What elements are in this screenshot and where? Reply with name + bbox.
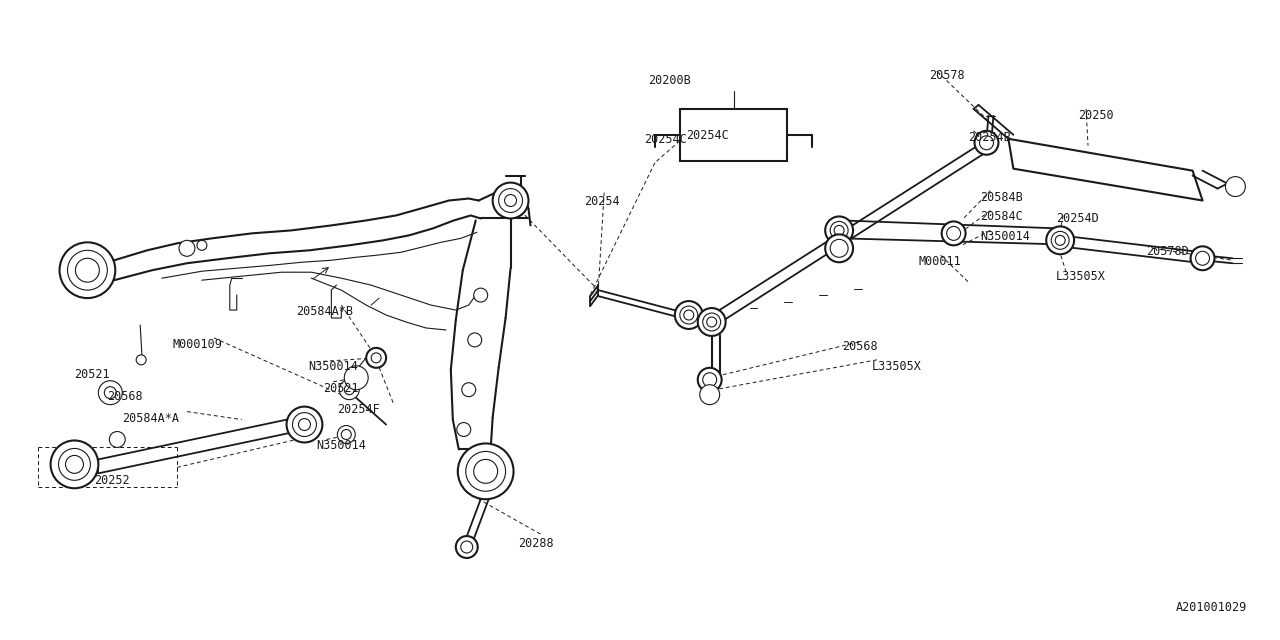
Circle shape — [59, 449, 91, 480]
Circle shape — [338, 426, 356, 444]
Circle shape — [675, 301, 703, 329]
Text: 20584A*B: 20584A*B — [297, 305, 353, 318]
Text: 20252: 20252 — [95, 474, 131, 487]
Circle shape — [703, 372, 717, 387]
Circle shape — [179, 241, 195, 256]
Circle shape — [339, 380, 360, 399]
Circle shape — [51, 440, 99, 488]
Text: 20584A*A: 20584A*A — [123, 412, 179, 424]
Text: M00011: M00011 — [919, 255, 961, 268]
Text: 20254C: 20254C — [686, 129, 728, 142]
Circle shape — [287, 406, 323, 442]
Circle shape — [197, 241, 207, 250]
Circle shape — [109, 431, 125, 447]
Circle shape — [467, 333, 481, 347]
Text: 20254B: 20254B — [969, 131, 1011, 144]
Circle shape — [1055, 236, 1065, 245]
Circle shape — [831, 239, 849, 257]
Text: M000109: M000109 — [172, 338, 221, 351]
Circle shape — [698, 368, 722, 392]
Text: 20254C: 20254C — [644, 133, 687, 146]
Circle shape — [942, 221, 965, 245]
Text: 20584B: 20584B — [980, 191, 1023, 204]
Circle shape — [457, 422, 471, 436]
Circle shape — [698, 308, 726, 336]
Circle shape — [68, 250, 108, 290]
Circle shape — [461, 541, 472, 553]
Circle shape — [474, 460, 498, 483]
Circle shape — [65, 456, 83, 474]
Circle shape — [456, 536, 477, 558]
Circle shape — [680, 306, 698, 324]
Text: 20254: 20254 — [584, 195, 620, 207]
Circle shape — [76, 259, 100, 282]
Bar — [680, 109, 787, 161]
Text: N350014: N350014 — [316, 440, 366, 452]
Circle shape — [826, 234, 852, 262]
Circle shape — [974, 131, 998, 155]
Circle shape — [707, 317, 717, 327]
Circle shape — [60, 243, 115, 298]
Circle shape — [462, 383, 476, 397]
Circle shape — [293, 413, 316, 436]
Circle shape — [136, 355, 146, 365]
Circle shape — [504, 195, 517, 207]
Circle shape — [499, 189, 522, 212]
Circle shape — [371, 353, 381, 363]
Circle shape — [493, 182, 529, 218]
Circle shape — [366, 348, 387, 368]
Text: 20254D: 20254D — [1056, 212, 1100, 225]
Text: 20578: 20578 — [929, 69, 964, 82]
Circle shape — [835, 225, 844, 236]
Circle shape — [1051, 232, 1069, 250]
Text: 20578D: 20578D — [1146, 245, 1189, 259]
Circle shape — [105, 387, 116, 399]
Text: 20568: 20568 — [108, 390, 143, 403]
Text: N350014: N350014 — [308, 360, 358, 373]
Text: 20200B: 20200B — [648, 74, 691, 87]
Circle shape — [947, 227, 960, 241]
Circle shape — [831, 221, 849, 239]
Circle shape — [298, 419, 311, 431]
Circle shape — [826, 216, 852, 244]
Text: 20521: 20521 — [324, 381, 358, 395]
Circle shape — [700, 385, 719, 404]
Text: L33505X: L33505X — [1056, 270, 1106, 284]
Circle shape — [1046, 227, 1074, 254]
Circle shape — [466, 451, 506, 492]
Circle shape — [1225, 177, 1245, 196]
Circle shape — [684, 310, 694, 320]
Text: 20250: 20250 — [1078, 109, 1114, 122]
Text: 20568: 20568 — [842, 340, 878, 353]
Circle shape — [99, 381, 123, 404]
Circle shape — [1190, 246, 1215, 270]
Circle shape — [342, 429, 351, 440]
Circle shape — [1196, 252, 1210, 265]
Circle shape — [979, 136, 993, 150]
Text: 20584C: 20584C — [980, 211, 1023, 223]
Circle shape — [703, 313, 721, 331]
Text: L33505X: L33505X — [872, 360, 922, 373]
Text: N350014: N350014 — [980, 230, 1030, 243]
Text: 20288: 20288 — [518, 537, 554, 550]
Circle shape — [474, 288, 488, 302]
Circle shape — [344, 385, 355, 395]
Text: 20521: 20521 — [74, 368, 110, 381]
Text: 20254F: 20254F — [338, 403, 380, 415]
Circle shape — [344, 366, 369, 390]
Circle shape — [458, 444, 513, 499]
Text: A201001029: A201001029 — [1176, 601, 1247, 614]
